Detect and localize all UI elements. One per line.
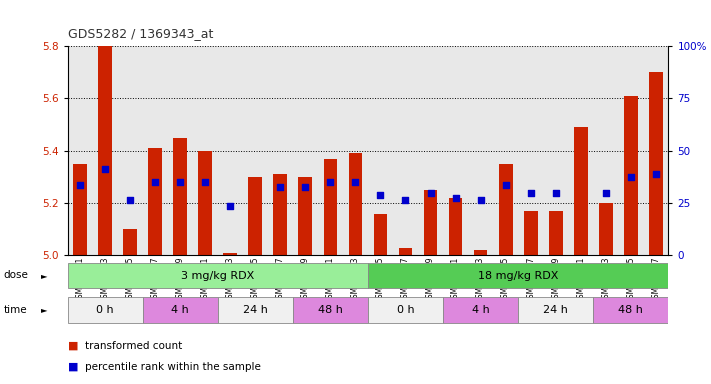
Point: [225, 203, 236, 209]
Text: GDS5282 / 1369343_at: GDS5282 / 1369343_at: [68, 27, 213, 40]
Bar: [218, 297, 293, 323]
Bar: [474, 250, 488, 255]
Text: 24 h: 24 h: [243, 305, 268, 315]
Bar: [223, 253, 237, 255]
Bar: [173, 137, 187, 255]
Text: 3 mg/kg RDX: 3 mg/kg RDX: [181, 270, 255, 281]
Bar: [274, 174, 287, 255]
Text: percentile rank within the sample: percentile rank within the sample: [85, 362, 261, 372]
Bar: [574, 127, 587, 255]
Text: 0 h: 0 h: [96, 305, 114, 315]
Bar: [293, 297, 368, 323]
Text: dose: dose: [4, 270, 28, 280]
Bar: [593, 297, 668, 323]
Bar: [498, 164, 513, 255]
Bar: [98, 46, 112, 255]
Bar: [348, 153, 363, 255]
Bar: [449, 198, 462, 255]
Point: [124, 197, 136, 204]
Point: [100, 166, 111, 172]
Bar: [149, 148, 162, 255]
Bar: [624, 96, 638, 255]
Bar: [524, 211, 538, 255]
Text: 4 h: 4 h: [171, 305, 189, 315]
Bar: [143, 297, 218, 323]
Text: ■: ■: [68, 362, 78, 372]
Bar: [68, 297, 143, 323]
Point: [75, 182, 86, 188]
Bar: [198, 151, 212, 255]
Bar: [518, 297, 593, 323]
Bar: [123, 229, 137, 255]
Text: ►: ►: [41, 271, 48, 280]
Point: [400, 197, 411, 204]
Text: ■: ■: [68, 341, 78, 351]
Bar: [368, 263, 668, 288]
Bar: [324, 159, 337, 255]
Bar: [649, 72, 663, 255]
Text: 24 h: 24 h: [543, 305, 568, 315]
Bar: [424, 190, 437, 255]
Bar: [599, 203, 613, 255]
Bar: [368, 297, 443, 323]
Text: time: time: [4, 305, 27, 315]
Text: 18 mg/kg RDX: 18 mg/kg RDX: [478, 270, 558, 281]
Bar: [443, 297, 518, 323]
Point: [174, 179, 186, 185]
Point: [625, 174, 636, 180]
Bar: [299, 177, 312, 255]
Text: ►: ►: [41, 305, 48, 314]
Point: [299, 184, 311, 190]
Point: [450, 195, 461, 201]
Text: 0 h: 0 h: [397, 305, 415, 315]
Point: [550, 189, 562, 195]
Bar: [399, 248, 412, 255]
Point: [350, 179, 361, 185]
Bar: [73, 164, 87, 255]
Text: 48 h: 48 h: [619, 305, 643, 315]
Point: [325, 179, 336, 185]
Bar: [373, 214, 387, 255]
Bar: [549, 211, 562, 255]
Point: [650, 171, 661, 177]
Point: [375, 192, 386, 198]
Bar: [248, 177, 262, 255]
Text: transformed count: transformed count: [85, 341, 183, 351]
Point: [500, 182, 511, 188]
Point: [600, 189, 611, 195]
Point: [149, 179, 161, 185]
Point: [425, 189, 437, 195]
Point: [200, 179, 211, 185]
Point: [475, 197, 486, 204]
Text: 4 h: 4 h: [471, 305, 489, 315]
Point: [274, 184, 286, 190]
Bar: [68, 263, 368, 288]
Text: 48 h: 48 h: [318, 305, 343, 315]
Point: [525, 189, 536, 195]
